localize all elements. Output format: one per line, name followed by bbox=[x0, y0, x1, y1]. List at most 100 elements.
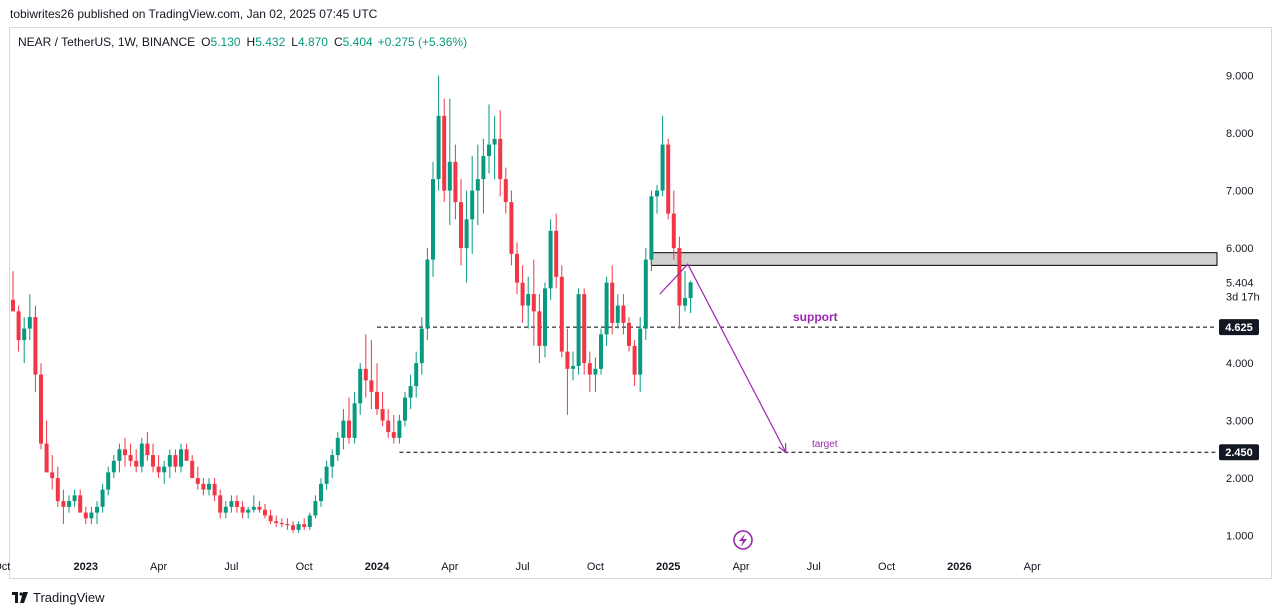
y-tick-label: 1.000 bbox=[1226, 531, 1254, 543]
candle-body bbox=[324, 466, 329, 484]
candle-body bbox=[688, 282, 693, 299]
candle-body bbox=[671, 213, 676, 249]
candle-body bbox=[145, 443, 150, 456]
candle-body bbox=[509, 202, 514, 254]
symbol-name: NEAR / TetherUS, 1W, BINANCE bbox=[18, 35, 196, 49]
y-tick-label: 6.000 bbox=[1226, 243, 1254, 255]
candle-body bbox=[666, 144, 671, 214]
candle-body bbox=[61, 501, 66, 507]
low-label: L bbox=[291, 35, 298, 49]
candle-body bbox=[610, 282, 615, 323]
candle-body bbox=[55, 478, 60, 502]
candle-body bbox=[201, 483, 206, 490]
candle-body bbox=[403, 397, 407, 421]
projection-arrowhead bbox=[778, 443, 787, 454]
candle-body bbox=[78, 495, 83, 513]
candle-body bbox=[503, 179, 508, 203]
candle-body bbox=[526, 294, 531, 306]
footer-brand[interactable]: TradingView bbox=[12, 590, 105, 605]
candle-body bbox=[487, 144, 491, 157]
candle-body bbox=[95, 506, 99, 513]
candle-body bbox=[151, 455, 155, 467]
x-tick-label: 2024 bbox=[365, 561, 390, 573]
candle-body bbox=[195, 478, 200, 484]
event-marker[interactable] bbox=[733, 530, 753, 550]
candle-body bbox=[279, 522, 284, 525]
tradingview-logo-icon bbox=[12, 592, 28, 603]
y-tick-label: 3.000 bbox=[1226, 416, 1254, 428]
candle-body bbox=[285, 524, 290, 526]
candle-body bbox=[470, 190, 475, 220]
candle-body bbox=[67, 501, 71, 507]
candle-body bbox=[386, 420, 391, 433]
candle-body bbox=[307, 515, 312, 527]
candle-body bbox=[22, 328, 27, 341]
target-price-tag bbox=[1219, 444, 1259, 461]
candle-body bbox=[414, 363, 419, 387]
x-tick-label: Apr bbox=[1024, 561, 1041, 573]
candle-body bbox=[571, 365, 575, 369]
candle-body bbox=[425, 259, 430, 329]
candle-body bbox=[419, 328, 424, 364]
candle-body bbox=[240, 506, 245, 513]
change-value: +0.275 (+5.36%) bbox=[377, 35, 468, 49]
candle-body bbox=[179, 449, 183, 467]
candle-body bbox=[268, 515, 273, 522]
candle-body bbox=[543, 288, 547, 346]
candle-body bbox=[683, 298, 687, 306]
high-label: H bbox=[246, 35, 256, 49]
candle-body bbox=[313, 501, 318, 516]
candle-body bbox=[481, 156, 486, 180]
candle-body bbox=[184, 449, 189, 461]
x-tick-label: Jul bbox=[516, 561, 530, 573]
candle-body bbox=[643, 259, 648, 329]
candle-body bbox=[156, 466, 161, 473]
candle-body bbox=[520, 282, 525, 306]
close-label: C bbox=[333, 35, 343, 49]
candle-body bbox=[100, 489, 105, 507]
support-price-tag-label: 4.625 bbox=[1225, 322, 1253, 334]
candle-body bbox=[436, 115, 441, 180]
candle-body bbox=[207, 483, 211, 490]
candle-body bbox=[358, 368, 363, 404]
high-value: 5.432 bbox=[255, 35, 286, 49]
candle-body bbox=[391, 432, 396, 438]
candle-body bbox=[380, 409, 385, 421]
candle-body bbox=[352, 403, 357, 438]
candle-body bbox=[319, 483, 323, 502]
candle-body bbox=[537, 311, 542, 346]
low-value: 4.870 bbox=[297, 35, 328, 49]
candle-body bbox=[677, 248, 682, 306]
candle-body bbox=[89, 512, 94, 519]
candle-body bbox=[117, 449, 122, 461]
candle-body bbox=[134, 460, 139, 467]
y-tick-label: 9.000 bbox=[1226, 71, 1254, 83]
candle-body bbox=[11, 299, 15, 312]
y-tick-label: 2.000 bbox=[1226, 473, 1254, 485]
candle-body bbox=[235, 501, 239, 507]
candle-body bbox=[431, 179, 435, 260]
candle-body bbox=[447, 161, 452, 191]
candle-body bbox=[139, 443, 144, 467]
candle-body bbox=[335, 437, 340, 456]
x-tick-label: Oct bbox=[296, 561, 313, 573]
open-label: O bbox=[201, 35, 211, 49]
candle-body bbox=[604, 282, 609, 335]
y-tick-label: 4.000 bbox=[1226, 358, 1254, 370]
candle-body bbox=[263, 509, 267, 516]
candle-body bbox=[655, 190, 659, 197]
candle-body bbox=[296, 524, 301, 530]
candle-body bbox=[111, 460, 116, 473]
x-tick-label: Oct bbox=[878, 561, 895, 573]
candle-body bbox=[212, 483, 217, 496]
x-tick-label: Jul bbox=[807, 561, 821, 573]
candle-body bbox=[229, 501, 234, 507]
candle-body bbox=[72, 495, 77, 502]
candle-body bbox=[173, 455, 178, 467]
x-tick-label: 2026 bbox=[947, 561, 971, 573]
candle-body bbox=[442, 115, 447, 191]
candle-body bbox=[492, 138, 497, 145]
x-tick-label: 2025 bbox=[656, 561, 680, 573]
candle-body bbox=[627, 322, 631, 346]
